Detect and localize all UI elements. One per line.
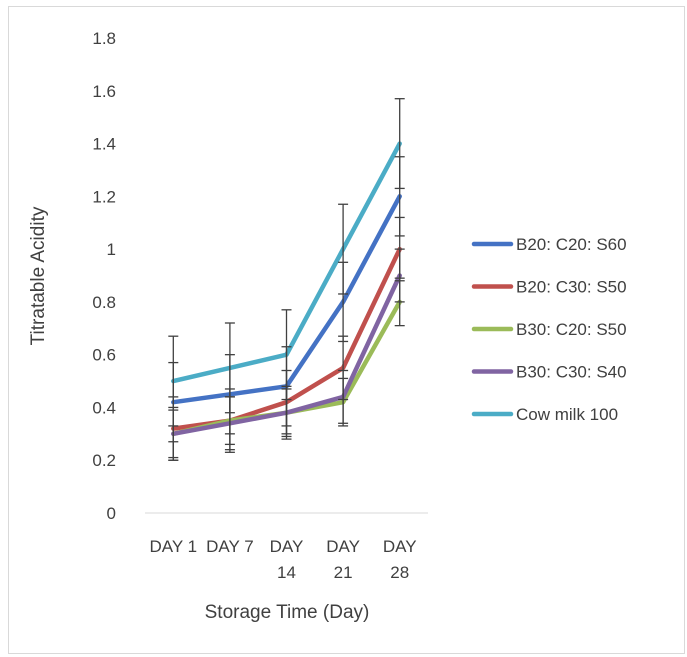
y-tick-label: 0: [107, 504, 116, 523]
x-axis-title: Storage Time (Day): [205, 602, 370, 623]
y-tick-label: 0.8: [92, 293, 116, 312]
x-tick-label: DAY 1: [150, 537, 198, 556]
y-tick-label: 0.6: [92, 346, 116, 365]
y-tick-label: 1.8: [92, 29, 116, 48]
y-tick-label: 0.2: [92, 451, 116, 470]
y-axis-title: Titratable Acidity: [28, 206, 49, 345]
legend-label: B30: C30: S40: [516, 363, 627, 382]
y-tick-label: 1: [107, 240, 116, 259]
y-tick-label: 0.4: [92, 398, 116, 417]
x-tick-label: DAY 21: [326, 537, 360, 582]
chart-frame: [8, 6, 685, 654]
x-tick-label: DAY 28: [383, 537, 417, 582]
legend-label: B20: C30: S50: [516, 278, 627, 297]
x-tick-label: DAY 14: [270, 537, 304, 582]
y-tick-label: 1.6: [92, 82, 116, 101]
y-tick-label: 1.4: [92, 135, 116, 154]
x-tick-label: DAY 7: [206, 537, 254, 556]
legend-label: B30: C20: S50: [516, 320, 627, 339]
y-tick-label: 1.2: [92, 187, 116, 206]
legend-label: B20: C20: S60: [516, 235, 627, 254]
legend-label: Cow milk 100: [516, 405, 618, 424]
